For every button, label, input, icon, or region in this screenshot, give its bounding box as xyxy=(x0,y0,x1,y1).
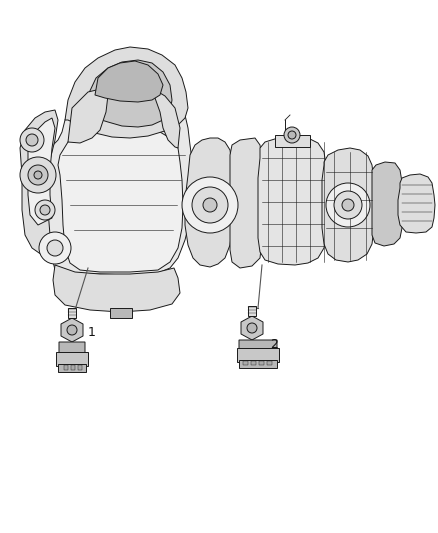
Circle shape xyxy=(203,198,217,212)
Circle shape xyxy=(284,127,300,143)
Bar xyxy=(237,348,279,362)
Circle shape xyxy=(247,323,257,333)
Text: 1: 1 xyxy=(88,327,96,340)
Polygon shape xyxy=(239,340,277,356)
Polygon shape xyxy=(372,162,402,246)
Circle shape xyxy=(26,134,38,146)
Polygon shape xyxy=(398,174,435,233)
Bar xyxy=(71,365,75,370)
Circle shape xyxy=(192,187,228,223)
Bar xyxy=(251,361,256,365)
Polygon shape xyxy=(230,138,262,268)
Bar xyxy=(259,361,264,365)
Circle shape xyxy=(288,131,296,139)
Polygon shape xyxy=(241,316,263,340)
Circle shape xyxy=(20,128,44,152)
Bar xyxy=(248,306,256,316)
Bar xyxy=(78,365,82,370)
Bar xyxy=(64,365,68,370)
Circle shape xyxy=(67,325,77,335)
Bar xyxy=(56,352,88,366)
Circle shape xyxy=(342,199,354,211)
Bar xyxy=(239,360,277,368)
Bar xyxy=(243,361,248,365)
Circle shape xyxy=(47,240,63,256)
Polygon shape xyxy=(59,342,85,362)
Bar xyxy=(267,361,272,365)
Bar xyxy=(58,364,86,372)
Circle shape xyxy=(28,165,48,185)
Polygon shape xyxy=(58,126,183,272)
Circle shape xyxy=(182,177,238,233)
Circle shape xyxy=(326,183,370,227)
Bar xyxy=(68,308,76,318)
Polygon shape xyxy=(95,61,163,102)
Polygon shape xyxy=(155,90,180,148)
Circle shape xyxy=(334,191,362,219)
Text: 2: 2 xyxy=(270,338,278,351)
Circle shape xyxy=(20,157,56,193)
Bar xyxy=(110,308,132,318)
Bar xyxy=(275,135,310,147)
Polygon shape xyxy=(258,136,326,265)
Circle shape xyxy=(34,171,42,179)
Polygon shape xyxy=(28,118,55,225)
Polygon shape xyxy=(61,318,83,342)
Polygon shape xyxy=(322,148,374,262)
Polygon shape xyxy=(65,47,188,138)
Polygon shape xyxy=(20,110,58,255)
Circle shape xyxy=(39,232,71,264)
Circle shape xyxy=(40,205,50,215)
Polygon shape xyxy=(68,88,108,143)
Circle shape xyxy=(35,200,55,220)
Polygon shape xyxy=(85,60,172,127)
Polygon shape xyxy=(185,138,232,267)
Polygon shape xyxy=(53,265,180,312)
Polygon shape xyxy=(40,84,193,275)
